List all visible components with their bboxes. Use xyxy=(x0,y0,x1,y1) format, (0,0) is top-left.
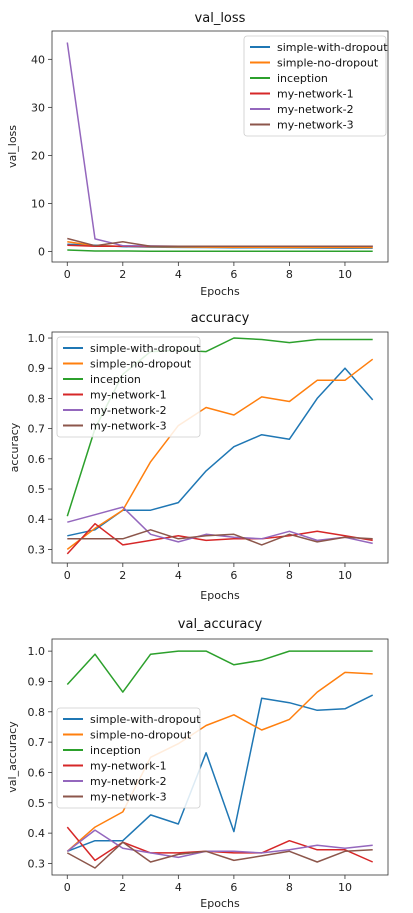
legend-label-my-network-1: my-network-1 xyxy=(90,760,167,773)
y-tick-label: 0.3 xyxy=(28,857,46,870)
legend-box xyxy=(56,336,201,438)
y-tick-label: 0.5 xyxy=(28,483,46,496)
x-tick-label: 6 xyxy=(230,881,237,894)
legend-label-inception: inception xyxy=(277,72,328,85)
x-tick-label: 6 xyxy=(230,569,237,582)
legend-label-simple-with-dropout: simple-with-dropout xyxy=(90,342,201,355)
y-tick-label: 0.7 xyxy=(28,736,46,749)
y-tick-label: 1.0 xyxy=(28,645,46,658)
series-line-inception xyxy=(67,249,373,253)
x-axis-label: Epochs xyxy=(200,897,240,910)
plot-frame xyxy=(51,30,389,263)
y-tick-label: 0.9 xyxy=(28,362,46,375)
x-tick-label: 0 xyxy=(64,569,71,582)
series-line-inception xyxy=(66,650,373,693)
legend-label-my-network-2: my-network-2 xyxy=(90,775,167,788)
legend-box xyxy=(56,707,201,809)
y-tick-label: 0.3 xyxy=(28,543,46,556)
legend-label-my-network-1: my-network-1 xyxy=(277,88,354,101)
y-axis-label: val_loss xyxy=(6,125,19,168)
series-line-simple-no-dropout xyxy=(66,671,373,852)
y-tick-label: 1.0 xyxy=(28,332,46,345)
legend-label-simple-with-dropout: simple-with-dropout xyxy=(90,713,201,726)
y-tick-label: 10 xyxy=(31,197,45,210)
x-axis-label: Epochs xyxy=(200,285,240,298)
legend-label-simple-with-dropout: simple-with-dropout xyxy=(277,41,388,54)
legend-label-my-network-2: my-network-2 xyxy=(90,404,167,417)
y-tick-label: 0.4 xyxy=(28,513,46,526)
series-line-my-network-3 xyxy=(67,529,373,546)
y-tick-label: 0 xyxy=(38,245,45,258)
legend-box xyxy=(243,35,387,137)
legend-label-my-network-1: my-network-1 xyxy=(90,389,167,402)
series-line-my-network-3 xyxy=(67,237,373,247)
x-tick-label: 0 xyxy=(64,881,71,894)
series-line-my-network-2 xyxy=(66,829,373,859)
legend-label-inception: inception xyxy=(90,373,141,386)
series-line-my-network-1 xyxy=(66,826,374,863)
series-line-my-network-1 xyxy=(66,522,373,555)
x-tick-label: 10 xyxy=(338,881,352,894)
y-tick-label: 30 xyxy=(31,101,45,114)
x-tick-label: 8 xyxy=(286,569,293,582)
legend-label-my-network-2: my-network-2 xyxy=(277,103,354,116)
legend-label-simple-no-dropout: simple-no-dropout xyxy=(90,358,192,371)
y-tick-label: 0.6 xyxy=(28,766,46,779)
y-axis-label: accuracy xyxy=(8,422,21,472)
legend-label-inception: inception xyxy=(90,744,141,757)
legend-label-simple-no-dropout: simple-no-dropout xyxy=(277,57,379,70)
plot-frame xyxy=(51,331,389,564)
y-tick-label: 0.6 xyxy=(28,453,46,466)
legend-label-my-network-3: my-network-3 xyxy=(277,119,354,132)
series-line-my-network-3 xyxy=(66,841,373,869)
y-tick-label: 0.9 xyxy=(28,675,46,688)
x-tick-label: 2 xyxy=(119,881,126,894)
x-tick-label: 6 xyxy=(230,268,237,281)
x-tick-label: 8 xyxy=(286,268,293,281)
y-tick-label: 0.7 xyxy=(28,423,46,436)
x-tick-label: 8 xyxy=(286,881,293,894)
y-tick-label: 20 xyxy=(31,149,45,162)
x-tick-label: 2 xyxy=(119,569,126,582)
legend-label-my-network-3: my-network-3 xyxy=(90,420,167,433)
y-tick-label: 0.8 xyxy=(28,706,46,719)
legend-label-simple-no-dropout: simple-no-dropout xyxy=(90,729,192,742)
y-tick-label: 0.8 xyxy=(28,392,46,405)
val-accuracy-chart: val_accuracy 0 2 4 6 8 10 0.3 0.4 0.5 0.6 0.7 0.8 0.9… xyxy=(6,617,389,910)
x-tick-label: 4 xyxy=(175,268,182,281)
plot-frame xyxy=(51,638,389,876)
x-tick-label: 4 xyxy=(175,569,182,582)
chart-title: val_accuracy xyxy=(178,617,263,632)
x-axis-label: Epochs xyxy=(200,589,240,602)
chart-title: val_loss xyxy=(195,11,246,26)
x-tick-label: 0 xyxy=(64,268,71,281)
y-tick-label: 0.5 xyxy=(28,797,46,810)
series-line-simple-with-dropout xyxy=(67,694,374,853)
y-axis-label: val_accuracy xyxy=(6,721,19,793)
y-tick-label: 40 xyxy=(31,53,45,66)
y-tick-label: 0.4 xyxy=(28,827,46,840)
legend-label-my-network-3: my-network-3 xyxy=(90,791,167,804)
x-tick-label: 10 xyxy=(338,569,352,582)
x-tick-label: 4 xyxy=(175,881,182,894)
accuracy-chart: accuracy 0 2 4 6 8 10 0.3 0.4 0.5 0.6 0.7 0.8 0.9 1.0 E… xyxy=(8,311,389,602)
series-line-simple-no-dropout xyxy=(66,358,374,550)
x-tick-label: 10 xyxy=(338,268,352,281)
chart-title: accuracy xyxy=(191,311,250,326)
x-tick-label: 2 xyxy=(119,268,126,281)
